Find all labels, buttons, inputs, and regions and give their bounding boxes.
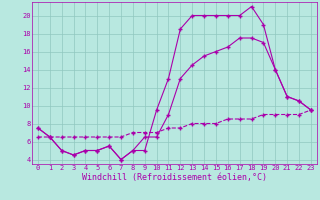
X-axis label: Windchill (Refroidissement éolien,°C): Windchill (Refroidissement éolien,°C) xyxy=(82,173,267,182)
